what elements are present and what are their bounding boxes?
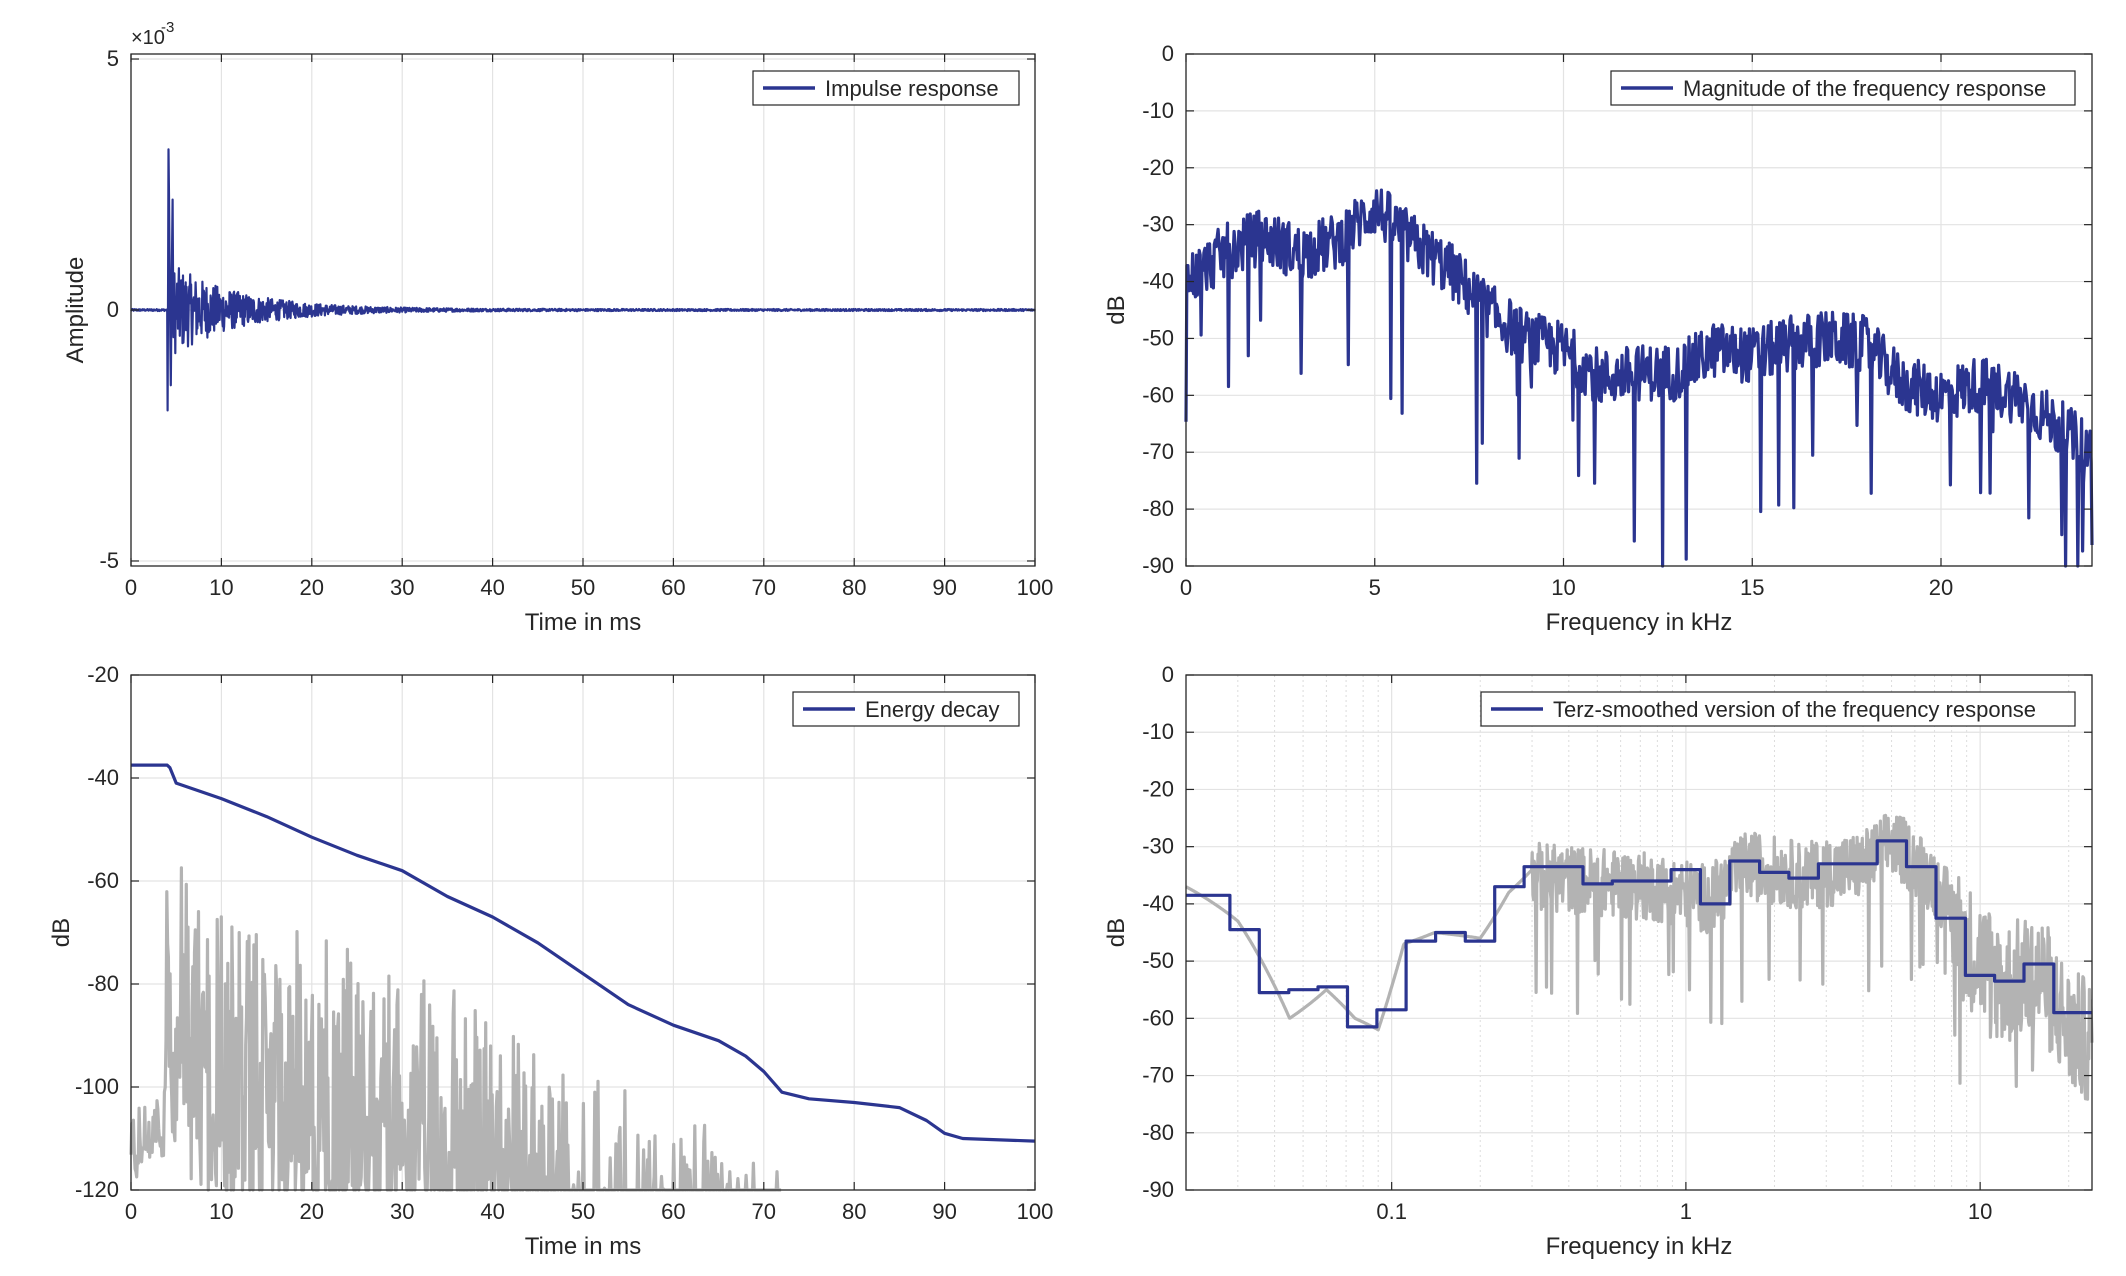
impulse-legend: Impulse response bbox=[752, 70, 1020, 106]
y-tick-label: -70 bbox=[1142, 1063, 1174, 1088]
energy-main-series-line bbox=[131, 763, 1036, 1143]
x-tick-label: 0 bbox=[1180, 575, 1192, 600]
energy-decay-panel: 0 10 20 30 40 50 60 70 80 90 100 -20 -40 -60 -80 -100 -1… bbox=[48, 662, 1053, 1260]
magnitude-x-axis-label: Frequency in kHz bbox=[1546, 609, 1733, 636]
x-tick-label: 30 bbox=[390, 1199, 414, 1224]
terz-y-axis-label: dB bbox=[1103, 918, 1130, 947]
y-tick-label: -30 bbox=[1142, 834, 1174, 859]
x-tick-label: 100 bbox=[1017, 1199, 1054, 1224]
terz-series-group bbox=[1185, 813, 2094, 1101]
y-tick-label: -80 bbox=[87, 971, 119, 996]
magnitude-main-series-line bbox=[1184, 188, 2094, 568]
magnitude-legend-box bbox=[1610, 70, 2076, 106]
y-tick-label: -10 bbox=[1142, 98, 1174, 123]
y-tick-label: -80 bbox=[1142, 496, 1174, 521]
x-tick-label: 0.1 bbox=[1376, 1199, 1407, 1224]
x-tick-label: 30 bbox=[390, 575, 414, 600]
y-tick-label: -80 bbox=[1142, 1120, 1174, 1145]
terz-axes-box bbox=[1185, 674, 2093, 1191]
impulse-main-series-line bbox=[130, 148, 1036, 412]
x-tick-label: 5 bbox=[1369, 575, 1381, 600]
x-tick-label: 40 bbox=[480, 575, 504, 600]
x-tick-label: 15 bbox=[1740, 575, 1764, 600]
terz-legend: Terz-smoothed version of the frequency r… bbox=[1480, 691, 2076, 727]
y-tick-label: -10 bbox=[1142, 719, 1174, 744]
y-tick-label: -60 bbox=[87, 868, 119, 893]
x-tick-label: 70 bbox=[752, 1199, 776, 1224]
magnitude-series-group bbox=[1184, 188, 2094, 568]
magnitude-panel: 0 5 10 15 20 0 -10 -20 -30 -40 -50 -60 -70 -80 -90 Fre… bbox=[1103, 41, 2094, 636]
x-tick-label: 60 bbox=[661, 575, 685, 600]
y-tick-label: -60 bbox=[1142, 382, 1174, 407]
terz-x-axis-label: Frequency in kHz bbox=[1546, 1233, 1733, 1260]
x-tick-label: 70 bbox=[752, 575, 776, 600]
y-tick-label: -40 bbox=[1142, 891, 1174, 916]
magnitude-ticks: 0 5 10 15 20 0 -10 -20 -30 -40 -50 -60 -70 -80 -90 bbox=[1142, 41, 2092, 600]
x-tick-label: 20 bbox=[1929, 575, 1953, 600]
y-tick-label: -90 bbox=[1142, 1177, 1174, 1202]
y-tick-label: -90 bbox=[1142, 553, 1174, 578]
x-tick-label: 0 bbox=[125, 1199, 137, 1224]
y-tick-label: -50 bbox=[1142, 325, 1174, 350]
y-tick-label: -50 bbox=[1142, 948, 1174, 973]
magnitude-legend: Magnitude of the frequency response bbox=[1610, 70, 2076, 106]
energy-legend-label: Energy decay bbox=[865, 697, 1000, 722]
y-tick-label: -20 bbox=[87, 662, 119, 687]
terz-legend-box bbox=[1480, 691, 2076, 727]
impulse-exponent-power: -3 bbox=[161, 19, 174, 36]
x-tick-label: 50 bbox=[571, 1199, 595, 1224]
energy-x-axis-label: Time in ms bbox=[525, 1233, 641, 1260]
y-tick-label: -70 bbox=[1142, 439, 1174, 464]
y-tick-label: -60 bbox=[1142, 1005, 1174, 1030]
terz-smoothed-panel: 0.1 1 10 0 -10 -20 -30 -40 -50 -60 -70 -80 -90 Frequ… bbox=[1103, 662, 2094, 1260]
impulse-x-axis-label: Time in ms bbox=[525, 609, 641, 636]
impulse-series-group bbox=[130, 148, 1036, 412]
x-tick-label: 80 bbox=[842, 1199, 866, 1224]
impulse-response-panel: 0 10 20 30 40 50 60 70 80 90 100-505 ×10 -3 Time i… bbox=[62, 19, 1053, 636]
x-tick-label: 80 bbox=[842, 575, 866, 600]
impulse-legend-label: Impulse response bbox=[825, 76, 999, 101]
x-tick-label: 0 bbox=[125, 575, 137, 600]
x-tick-label: 1 bbox=[1680, 1199, 1692, 1224]
magnitude-legend-label: Magnitude of the frequency response bbox=[1683, 76, 2046, 101]
x-tick-label: 10 bbox=[209, 1199, 233, 1224]
x-tick-label: 20 bbox=[300, 1199, 324, 1224]
y-tick-label: -20 bbox=[1142, 776, 1174, 801]
x-tick-label: 90 bbox=[932, 1199, 956, 1224]
x-tick-label: 20 bbox=[300, 575, 324, 600]
x-tick-label: 10 bbox=[1968, 1199, 1992, 1224]
y-tick-label: 0 bbox=[1162, 662, 1174, 687]
y-tick-label: -40 bbox=[87, 765, 119, 790]
energy-legend: Energy decay bbox=[792, 691, 1020, 727]
y-tick-label: -30 bbox=[1142, 212, 1174, 237]
terz-legend-label: Terz-smoothed version of the frequency r… bbox=[1553, 697, 2036, 722]
x-tick-label: 100 bbox=[1017, 575, 1054, 600]
x-tick-label: 10 bbox=[209, 575, 233, 600]
terz-main-series-line bbox=[1186, 839, 2092, 1029]
y-tick-label: 0 bbox=[1162, 41, 1174, 66]
y-tick-label: -5 bbox=[99, 548, 119, 573]
y-tick-label: -120 bbox=[75, 1177, 119, 1202]
impulse-exponent-label: ×10 bbox=[131, 27, 165, 49]
x-tick-label: 90 bbox=[932, 575, 956, 600]
terz-ticks: 0.1 1 10 0 -10 -20 -30 -40 -50 -60 -70 -80 -90 bbox=[1142, 662, 2092, 1224]
impulse-y-axis-label: Amplitude bbox=[62, 257, 89, 364]
magnitude-axes-box bbox=[1185, 53, 2093, 567]
y-tick-label: 0 bbox=[107, 297, 119, 322]
impulse-ticks: 0 10 20 30 40 50 60 70 80 90 100-505 bbox=[99, 46, 1053, 600]
x-tick-label: 10 bbox=[1551, 575, 1575, 600]
x-tick-label: 40 bbox=[480, 1199, 504, 1224]
y-tick-label: 5 bbox=[107, 46, 119, 71]
terz-secondary-series-line bbox=[1185, 813, 2094, 1101]
x-tick-label: 60 bbox=[661, 1199, 685, 1224]
magnitude-y-axis-label: dB bbox=[1103, 295, 1130, 324]
energy-y-axis-label: dB bbox=[48, 918, 75, 947]
y-tick-label: -40 bbox=[1142, 269, 1174, 294]
x-tick-label: 50 bbox=[571, 575, 595, 600]
y-tick-label: -100 bbox=[75, 1074, 119, 1099]
energy-ticks: 0 10 20 30 40 50 60 70 80 90 100 -20 -40 -60 -80 -100 -1… bbox=[75, 662, 1053, 1224]
y-tick-label: -20 bbox=[1142, 155, 1174, 180]
